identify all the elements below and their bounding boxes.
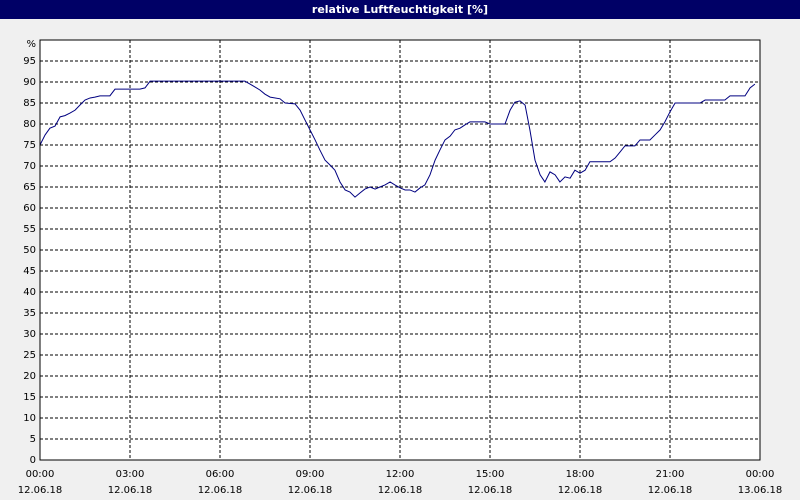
y-tick-label: 65	[23, 182, 36, 193]
y-tick-label: 0	[30, 455, 36, 466]
y-tick-label: 90	[23, 77, 36, 88]
chart-title: relative Luftfeuchtigkeit [%]	[312, 3, 488, 16]
x-tick-label: 03:00 12.06.18	[108, 469, 153, 496]
data-line	[39, 80, 756, 198]
y-tick-label: 60	[23, 203, 36, 214]
x-tick-label: 00:00 13.06.18	[738, 469, 783, 496]
plot-border	[39, 39, 761, 461]
y-tick-label: 5	[30, 434, 36, 445]
x-tick-label: 21:00 12.06.18	[648, 469, 693, 496]
y-tick-label: 10	[23, 413, 36, 424]
y-tick-label: 35	[23, 308, 36, 319]
y-tick-label: 45	[23, 266, 36, 277]
y-tick-label: 15	[23, 392, 36, 403]
y-axis-label: %	[26, 39, 36, 50]
y-tick-label: 70	[23, 161, 36, 172]
x-tick-label: 09:00 12.06.18	[288, 469, 333, 496]
x-tick-label: 06:00 12.06.18	[198, 469, 243, 496]
y-tick-label: 50	[23, 245, 36, 256]
y-tick-label: 30	[23, 329, 36, 340]
y-tick-label: 95	[23, 56, 36, 67]
y-tick-label: 25	[23, 350, 36, 361]
x-tick-label: 12:00 12.06.18	[378, 469, 423, 496]
x-tick-label: 00:00 12.06.18	[18, 469, 63, 496]
x-tick-label: 18:00 12.06.18	[558, 469, 603, 496]
title-bar	[0, 0, 800, 19]
grid	[39, 40, 761, 461]
y-tick-label: 80	[23, 119, 36, 130]
y-tick-label: 75	[23, 140, 36, 151]
marks	[39, 80, 756, 198]
y-tick-label: 40	[23, 287, 36, 298]
x-tick-label: 15:00 12.06.18	[468, 469, 513, 496]
y-tick-label: 85	[23, 98, 36, 109]
y-tick-label: 20	[23, 371, 36, 382]
y-tick-label: 55	[23, 224, 36, 235]
